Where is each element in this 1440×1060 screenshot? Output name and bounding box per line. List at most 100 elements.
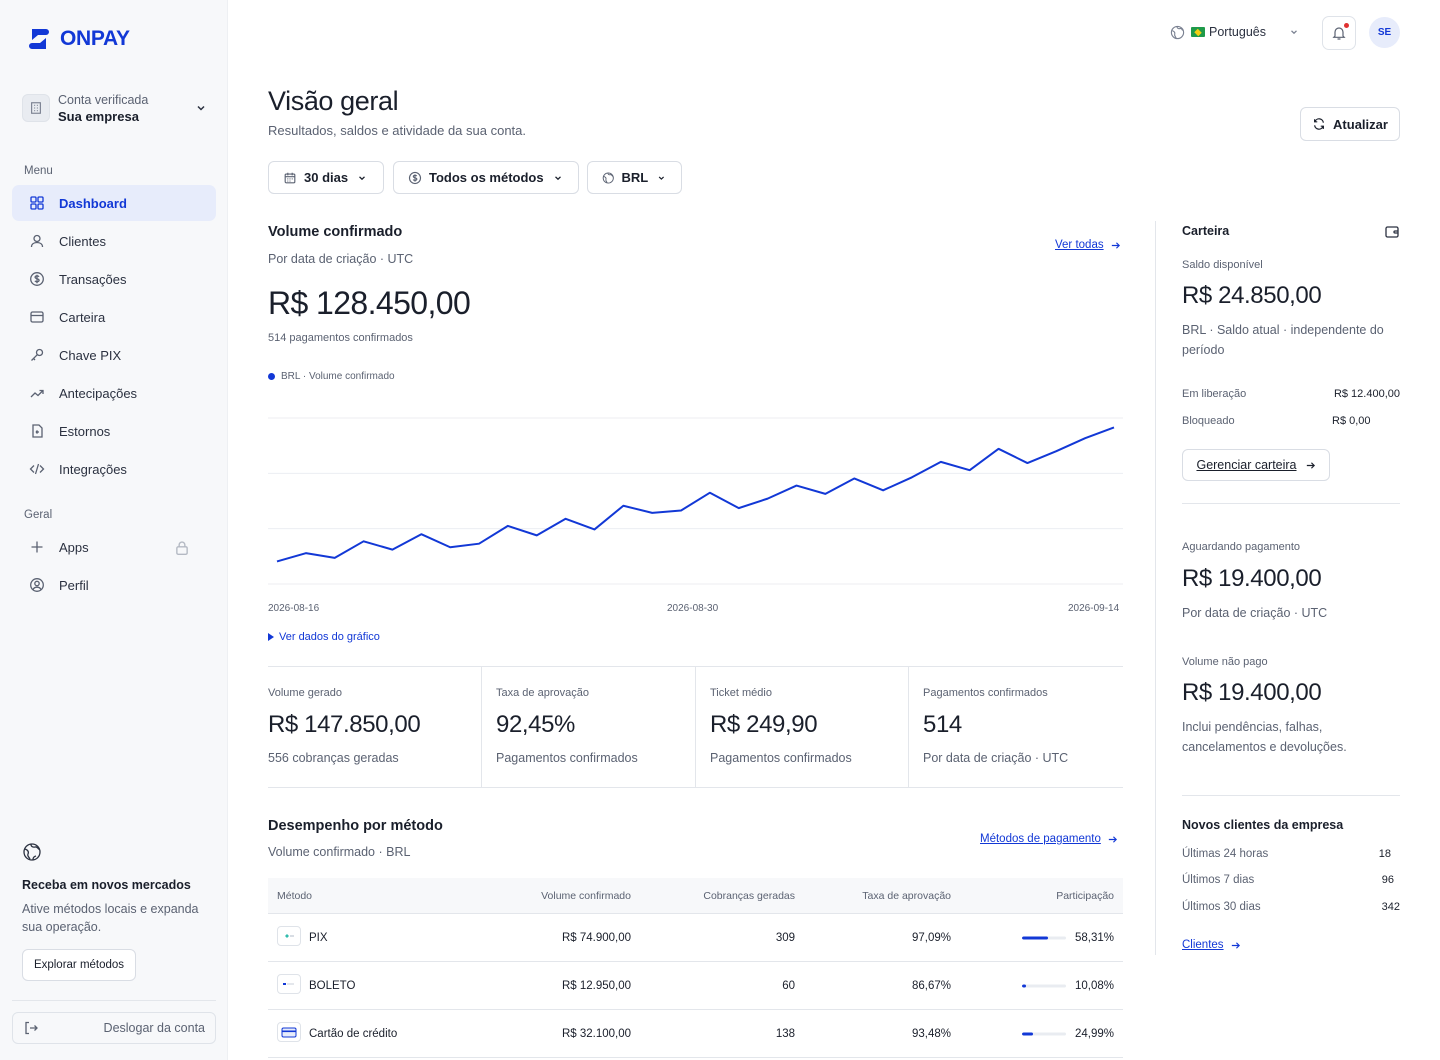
explore-methods-button[interactable]: Explorar métodos <box>22 949 136 981</box>
page-title: Visão geral <box>268 86 399 116</box>
onpay-logo-icon <box>29 29 49 49</box>
new-clients-label: Últimos 7 dias <box>1182 874 1255 886</box>
bell-icon <box>1332 27 1346 40</box>
language-selector[interactable]: Português <box>1170 22 1300 42</box>
sidebar-item-antecipacoes[interactable]: Antecipações <box>12 375 216 411</box>
sidebar-item-carteira[interactable]: Carteira <box>12 299 216 335</box>
sidebar-item-label: Clientes <box>59 233 106 249</box>
grid-icon <box>30 196 44 210</box>
logout-icon <box>25 1021 38 1035</box>
sidebar-item-label: Chave PIX <box>59 347 122 363</box>
currency-filter[interactable]: BRL <box>587 161 682 194</box>
boleto-icon <box>277 974 301 994</box>
building-icon <box>22 94 50 122</box>
column-header: Participação <box>1056 889 1114 902</box>
new-clients-label: Últimas 24 horas <box>1182 848 1269 860</box>
avatar[interactable]: SE <box>1369 17 1400 48</box>
kpi-card: Pagamentos confirmados 514 Por data de c… <box>909 667 1123 787</box>
method-volume: R$ 74.900,00 <box>561 931 631 944</box>
sidebar-item-estornos[interactable]: Estornos <box>12 413 216 449</box>
method-rate: 93,48% <box>911 1027 951 1040</box>
pending-label: Aguardando pagamento <box>1182 541 1301 553</box>
dollar-circle-icon <box>30 272 44 286</box>
triangle-right-icon <box>268 633 274 641</box>
releasing-label: Em liberação <box>1182 388 1247 400</box>
sidebar-item-label: Carteira <box>59 309 106 325</box>
sidebar-item-perfil[interactable]: Perfil <box>12 567 216 603</box>
kpi-note: 556 cobranças geradas <box>268 751 399 765</box>
sidebar-item-dashboard[interactable]: Dashboard <box>12 185 216 221</box>
notifications-button[interactable] <box>1322 16 1356 50</box>
table-header: Método Volume confirmado Cobranças gerad… <box>268 878 1123 914</box>
manage-wallet-button[interactable]: Gerenciar carteira <box>1182 449 1330 481</box>
trend-icon <box>30 389 44 398</box>
volume-subtitle: Por data de criação · UTC <box>268 252 414 266</box>
dollar-circle-icon <box>408 171 422 184</box>
kpi-card: Volume gerado R$ 147.850,00 556 cobrança… <box>268 667 482 787</box>
account-switcher[interactable]: Conta verificada Sua empresa <box>22 88 208 128</box>
available-balance-label: Saldo disponível <box>1182 259 1263 271</box>
pending-note: Por data de criação · UTC <box>1182 606 1328 620</box>
sidebar-item-label: Integrações <box>59 461 127 477</box>
methods-filter[interactable]: Todos os métodos <box>393 161 579 194</box>
sidebar-divider <box>12 1000 216 1001</box>
method-name: PIX <box>309 931 328 944</box>
column-header: Método <box>277 889 313 902</box>
new-clients-value: 342 <box>1381 901 1400 913</box>
sidebar-item-apps[interactable]: Apps <box>12 529 216 565</box>
blocked-label: Bloqueado <box>1182 415 1235 427</box>
chevron-down-icon <box>359 175 366 180</box>
method-name: BOLETO <box>309 979 356 992</box>
menu-section-title: Menu <box>24 165 53 177</box>
new-clients-value: 18 <box>1378 848 1391 860</box>
wallet-icon[interactable] <box>1384 224 1400 240</box>
table-row[interactable]: PIX R$ 74.900,00 309 97,09% 58,31% <box>268 914 1123 962</box>
available-balance: R$ 24.850,00 <box>1182 282 1322 309</box>
kpi-label: Ticket médio <box>710 687 772 699</box>
logout-label: Deslogar da conta <box>103 1021 205 1035</box>
page-subtitle: Resultados, saldos e atividade da sua co… <box>268 123 527 138</box>
logout-button[interactable]: Deslogar da conta <box>12 1012 216 1044</box>
releasing-value: R$ 12.400,00 <box>1333 388 1400 400</box>
chart-series-line <box>276 426 1115 563</box>
table-row[interactable]: BOLETO R$ 12.950,00 60 86,67% 10,08% <box>268 962 1123 1010</box>
volume-chart <box>268 417 1123 585</box>
kpi-value: R$ 249,90 <box>710 711 818 738</box>
blocked-value: R$ 0,00 <box>1332 415 1371 427</box>
chart-data-toggle[interactable]: Ver dados do gráfico <box>268 631 380 643</box>
clients-link[interactable]: Clientes <box>1182 939 1241 951</box>
key-icon <box>31 348 44 361</box>
chevron-down-icon <box>658 176 665 180</box>
globe-icon <box>602 171 614 184</box>
logo[interactable]: ONPAY <box>26 26 130 52</box>
available-balance-note: BRL · Saldo atual · independente do perí… <box>1182 323 1384 357</box>
sidebar-item-transacoes[interactable]: Transações <box>12 261 216 297</box>
period-filter[interactable]: 30 dias <box>268 161 384 194</box>
table-row[interactable]: Cartão de crédito R$ 32.100,00 138 93,48… <box>268 1010 1123 1058</box>
sidebar-item-clientes[interactable]: Clientes <box>12 223 216 259</box>
method-volume: R$ 32.100,00 <box>561 1027 631 1040</box>
user-icon <box>30 234 44 248</box>
refresh-button[interactable]: Atualizar <box>1300 107 1400 141</box>
arrow-right-icon <box>1231 941 1240 949</box>
chevron-down-icon <box>1291 30 1297 35</box>
method-charges: 309 <box>775 931 795 944</box>
sidebar-item-label: Estornos <box>59 423 111 439</box>
account-status: Conta verificada <box>58 92 149 107</box>
sidebar-item-integracoes[interactable]: Integrações <box>12 451 216 487</box>
chart-data-toggle-label: Ver dados do gráfico <box>279 631 380 643</box>
method-rate: 97,09% <box>911 931 951 944</box>
sidebar-item-label: Antecipações <box>59 385 138 401</box>
view-all-link[interactable]: Ver todas <box>1055 239 1121 251</box>
kpi-row: Volume gerado R$ 147.850,00 556 cobrança… <box>268 666 1123 788</box>
sidebar-item-chave-pix[interactable]: Chave PIX <box>12 337 216 373</box>
chevron-down-icon <box>554 175 561 180</box>
kpi-label: Volume gerado <box>268 687 342 699</box>
x-tick-label: 2026-08-16 <box>268 603 320 614</box>
share-bar <box>1022 936 1066 939</box>
kpi-note: Pagamentos confirmados <box>710 751 852 765</box>
methods-subtitle: Volume confirmado · BRL <box>268 845 411 859</box>
kpi-value: 514 <box>923 711 962 738</box>
sidebar-item-label: Perfil <box>59 577 89 593</box>
payment-methods-link[interactable]: Métodos de pagamento <box>980 833 1118 845</box>
